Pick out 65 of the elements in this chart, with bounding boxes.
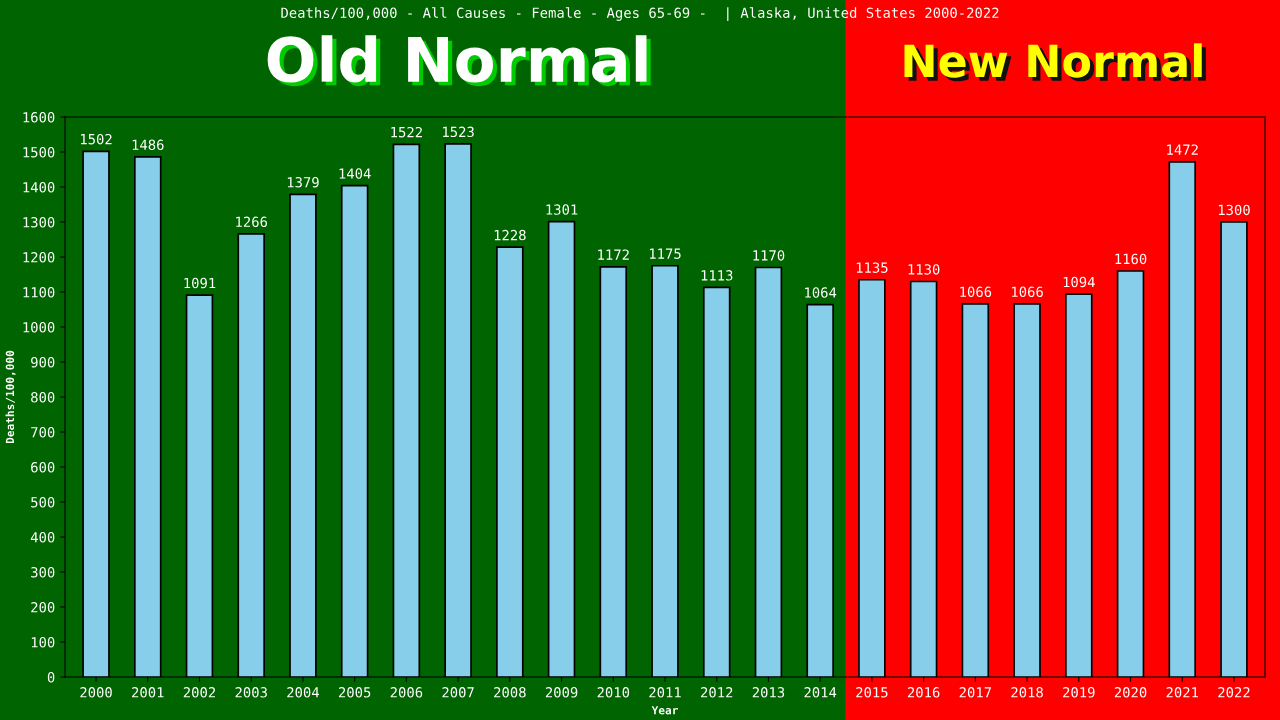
x-tick-label: 2010 [597, 687, 630, 698]
x-tick-label: 2005 [338, 687, 371, 698]
data-label: 1066 [1012, 286, 1043, 298]
y-tick-label: 800 [31, 392, 55, 403]
y-axis-title: Deaths/100,000 [5, 350, 16, 444]
x-axis-title: Year [651, 706, 678, 715]
data-label: 1170 [753, 250, 785, 261]
data-label: 1523 [443, 126, 474, 138]
x-tick-label: 2007 [442, 687, 474, 698]
y-tick-label: 1100 [23, 287, 55, 298]
x-tick-label: 2019 [1063, 687, 1095, 698]
data-label: 1266 [236, 216, 268, 228]
x-tick-label: 2011 [649, 687, 681, 698]
x-tick-label: 2018 [1011, 687, 1043, 698]
data-label: 1113 [701, 270, 733, 281]
x-tick-label: 2002 [183, 687, 216, 698]
data-label: 1130 [908, 264, 940, 275]
data-label: 1472 [1167, 144, 1198, 155]
y-tick-label: 100 [31, 637, 55, 648]
data-label: 1301 [546, 204, 578, 215]
x-tick-label: 2017 [959, 687, 992, 698]
x-tick-label: 2000 [80, 687, 112, 698]
y-tick-label: 300 [31, 567, 55, 578]
y-tick-label: 1500 [23, 147, 55, 158]
data-label: 1135 [856, 262, 888, 273]
y-tick-label: 600 [31, 462, 55, 473]
x-tick-label: 2016 [907, 687, 940, 698]
y-tick-label: 900 [31, 357, 55, 368]
x-tick-label: 2021 [1166, 687, 1199, 698]
y-tick-label: 200 [31, 602, 55, 613]
y-tick-label: 1300 [23, 217, 55, 228]
x-tick-label: 2001 [132, 687, 164, 698]
x-tick-label: 2015 [856, 687, 888, 698]
data-label: 1172 [598, 249, 629, 260]
y-tick-label: 1400 [23, 182, 55, 193]
x-tick-label: 2022 [1218, 687, 1250, 698]
data-label: 1175 [649, 248, 681, 259]
x-tick-label: 2008 [494, 687, 526, 698]
y-tick-label: 400 [30, 532, 55, 543]
x-tick-label: 2014 [804, 687, 837, 698]
data-label: 1066 [960, 286, 992, 298]
y-tick-label: 1000 [23, 322, 55, 333]
x-tick-label: 2006 [390, 687, 423, 698]
y-tick-label: 0 [47, 672, 55, 683]
data-label: 1094 [1063, 276, 1095, 288]
data-label: 1160 [1115, 253, 1147, 265]
data-label: 1064 [805, 287, 837, 298]
data-label: 1228 [494, 229, 526, 241]
y-tick-label: 500 [31, 497, 55, 508]
y-tick-label: 1200 [23, 252, 55, 263]
x-tick-label: 2009 [545, 687, 578, 698]
data-label: 1522 [391, 126, 422, 138]
x-tick-label: 2003 [235, 687, 267, 698]
data-label: 1404 [339, 168, 371, 179]
data-label: 1486 [132, 139, 164, 151]
x-tick-label: 2012 [701, 687, 733, 698]
data-label: 1379 [287, 176, 319, 188]
x-tick-label: 2013 [752, 687, 785, 698]
x-tick-label: 2020 [1114, 687, 1147, 698]
y-tick-label: 700 [31, 427, 55, 438]
data-label: 1091 [184, 277, 216, 289]
x-tick-label: 2004 [287, 687, 319, 698]
data-label: 1300 [1218, 204, 1250, 216]
data-label: 1502 [80, 133, 112, 145]
y-tick-label: 1600 [23, 112, 55, 123]
